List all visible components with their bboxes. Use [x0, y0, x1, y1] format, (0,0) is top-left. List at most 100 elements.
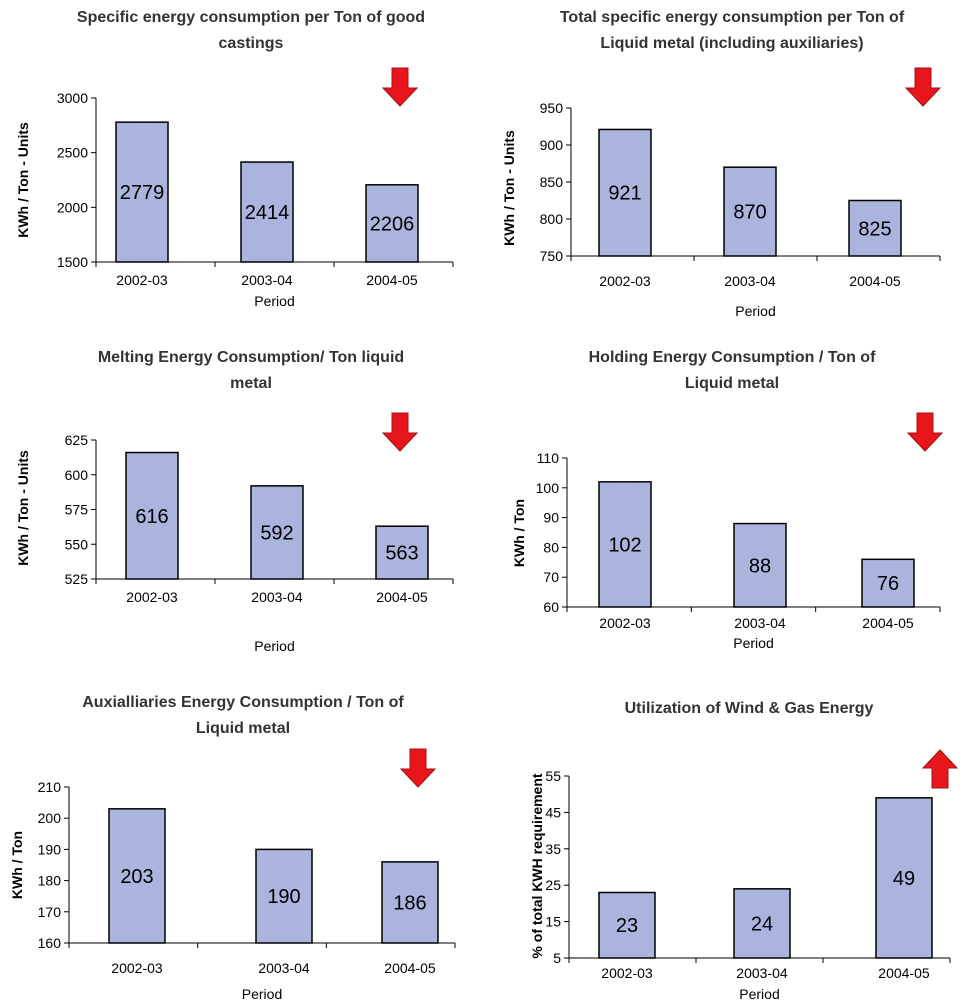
- chart-title: Utilization of Wind & Gas Energy: [625, 700, 874, 717]
- chart-title: castings: [219, 35, 284, 52]
- y-tick-label: 45: [545, 804, 561, 820]
- bar: [723, 166, 777, 257]
- y-tick-label: 950: [540, 100, 564, 116]
- y-tick-label: 200: [38, 810, 62, 826]
- chart-title: Holding Energy Consumption / Ton of: [589, 349, 876, 366]
- bar: [250, 485, 304, 580]
- y-tick-label: 15: [545, 914, 561, 930]
- y-tick-label: 525: [65, 571, 89, 587]
- y-axis-label: % of total KWH requirement: [529, 773, 545, 958]
- bar: [598, 891, 656, 959]
- data-label: 921: [608, 183, 641, 205]
- y-tick-label: 1500: [57, 254, 88, 270]
- y-tick-label: 2500: [57, 145, 88, 161]
- bar: [108, 808, 166, 944]
- y-tick-label: 800: [540, 211, 564, 227]
- chart-panel-1: Specific energy consumption per Ton of g…: [15, 9, 454, 309]
- y-tick-label: 100: [536, 480, 560, 496]
- x-tick-label: 2003-04: [736, 965, 788, 981]
- x-axis-label: Period: [242, 986, 282, 1002]
- y-tick-label: 90: [543, 510, 559, 526]
- bar: [125, 451, 179, 580]
- y-tick-label: 110: [537, 450, 560, 466]
- x-tick-label: 2003-04: [241, 272, 293, 288]
- data-label: 2206: [370, 213, 415, 235]
- bar: [733, 888, 791, 959]
- chart-title: Total specific energy consumption per To…: [560, 9, 905, 26]
- data-label: 825: [858, 218, 891, 240]
- bar: [598, 128, 652, 257]
- y-axis-label: KWh / Ton: [9, 831, 25, 899]
- x-tick-label: 2002-03: [126, 589, 178, 605]
- x-tick-label: 2003-04: [251, 589, 303, 605]
- y-tick-label: 60: [543, 599, 559, 615]
- down-arrow-icon: [399, 748, 437, 788]
- data-label: 24: [751, 913, 773, 935]
- y-tick-label: 70: [543, 569, 559, 585]
- y-tick-label: 25: [545, 877, 561, 893]
- x-tick-label: 2003-04: [258, 960, 310, 976]
- y-tick-label: 55: [545, 768, 561, 784]
- data-label: 2779: [120, 182, 165, 204]
- y-tick-label: 190: [38, 841, 62, 857]
- y-tick-label: 210: [38, 779, 62, 795]
- x-tick-label: 2004-05: [366, 272, 418, 288]
- x-axis-label: Period: [735, 303, 775, 319]
- bar: [733, 522, 787, 608]
- chart-title: Liquid metal: [685, 375, 779, 392]
- data-label: 76: [877, 573, 899, 595]
- down-arrow-icon: [381, 412, 419, 452]
- data-label: 102: [608, 534, 641, 556]
- x-axis-label: Period: [254, 638, 294, 654]
- data-label: 23: [616, 915, 638, 937]
- y-axis-label: KWh / Ton - Units: [15, 122, 31, 238]
- y-tick-label: 160: [38, 935, 62, 951]
- chart-title: metal: [230, 375, 272, 392]
- data-label: 190: [267, 886, 300, 908]
- x-tick-label: 2002-03: [116, 272, 168, 288]
- y-axis-label: KWh / Ton: [511, 499, 527, 567]
- x-tick-label: 2004-05: [384, 960, 436, 976]
- y-tick-label: 180: [38, 873, 62, 889]
- x-axis-label: Period: [739, 986, 779, 1002]
- x-tick-label: 2002-03: [599, 615, 651, 631]
- y-tick-label: 35: [545, 841, 561, 857]
- y-tick-label: 625: [65, 432, 89, 448]
- chart-panel-4: Holding Energy Consumption / Ton of Liqui…: [511, 349, 944, 651]
- x-tick-label: 2004-05: [376, 589, 428, 605]
- y-tick-label: 2000: [57, 199, 88, 215]
- down-arrow-icon: [904, 67, 942, 107]
- data-label: 49: [893, 868, 915, 890]
- bar: [115, 121, 169, 263]
- bar: [598, 481, 652, 608]
- data-label: 592: [260, 522, 293, 544]
- chart-title: Melting Energy Consumption/ Ton liquid: [98, 349, 404, 366]
- x-axis-label: Period: [254, 293, 294, 309]
- x-tick-label: 2002-03: [599, 273, 651, 289]
- x-tick-label: 2002-03: [601, 965, 653, 981]
- y-tick-label: 575: [65, 502, 89, 518]
- data-label: 2414: [245, 202, 290, 224]
- x-tick-label: 2002-03: [111, 960, 163, 976]
- bar: [848, 199, 902, 257]
- data-label: 870: [733, 202, 766, 224]
- x-tick-label: 2004-05: [862, 615, 914, 631]
- y-tick-label: 550: [65, 536, 89, 552]
- x-tick-label: 2004-05: [849, 273, 901, 289]
- y-tick-label: 3000: [57, 90, 88, 106]
- y-tick-label: 5: [553, 950, 561, 966]
- y-tick-label: 750: [540, 248, 564, 264]
- y-tick-label: 170: [38, 904, 62, 920]
- chart-panel-6: Utilization of Wind & Gas Energy 23 24 49 5 1…: [529, 700, 959, 1002]
- chart-panel-2: Total specific energy consumption per To…: [501, 9, 942, 319]
- chart-title: Liquid metal (including auxiliaries): [600, 35, 863, 52]
- chart-panel-5: Auxialliaries Energy Consumption / Ton o…: [9, 694, 456, 1002]
- y-tick-label: 600: [65, 467, 89, 483]
- bar: [240, 161, 294, 263]
- y-tick-label: 850: [540, 174, 564, 190]
- chart-title: Specific energy consumption per Ton of g…: [77, 9, 425, 26]
- bar: [861, 558, 915, 608]
- up-arrow-icon: [921, 749, 959, 789]
